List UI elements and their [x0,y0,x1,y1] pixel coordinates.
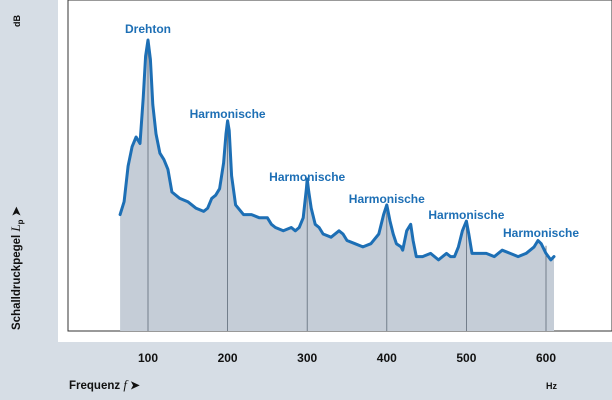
x-tick-label-500: 500 [456,351,476,365]
x-tick-label-300: 300 [297,351,317,365]
svg-text:Schalldruckpegel Lp ➤: Schalldruckpegel Lp ➤ [8,205,25,330]
y-axis-label: Schalldruckpegel Lp ➤ [8,205,25,330]
peak-label-1: Harmonische [190,107,266,121]
area-layer [120,40,554,331]
x-tick-label-400: 400 [377,351,397,365]
peak-label-0: Drehton [125,22,171,36]
peak-label-2: Harmonische [269,170,345,184]
harmonic-dropline-layer [147,42,547,331]
spectrum-line [118,38,556,262]
x-tick-layer: 100 200 300 400 500 600 [138,351,556,365]
x-tick-label-600: 600 [536,351,556,365]
x-tick-label-100: 100 [138,351,158,365]
spectrum-area [120,40,554,331]
x-unit-label: Hz [546,381,557,391]
svg-text:dB: dB [12,15,22,27]
x-axis-label: Frequenz f ➤ [69,377,141,392]
y-unit-label: dB [12,15,22,27]
x-tick-label-200: 200 [218,351,238,365]
annotation-layer: DrehtonHarmonischeHarmonischeHarmonische… [125,22,579,240]
peak-label-4: Harmonische [428,208,504,222]
line-layer [118,38,556,262]
peak-label-5: Harmonische [503,226,579,240]
peak-label-3: Harmonische [349,192,425,206]
